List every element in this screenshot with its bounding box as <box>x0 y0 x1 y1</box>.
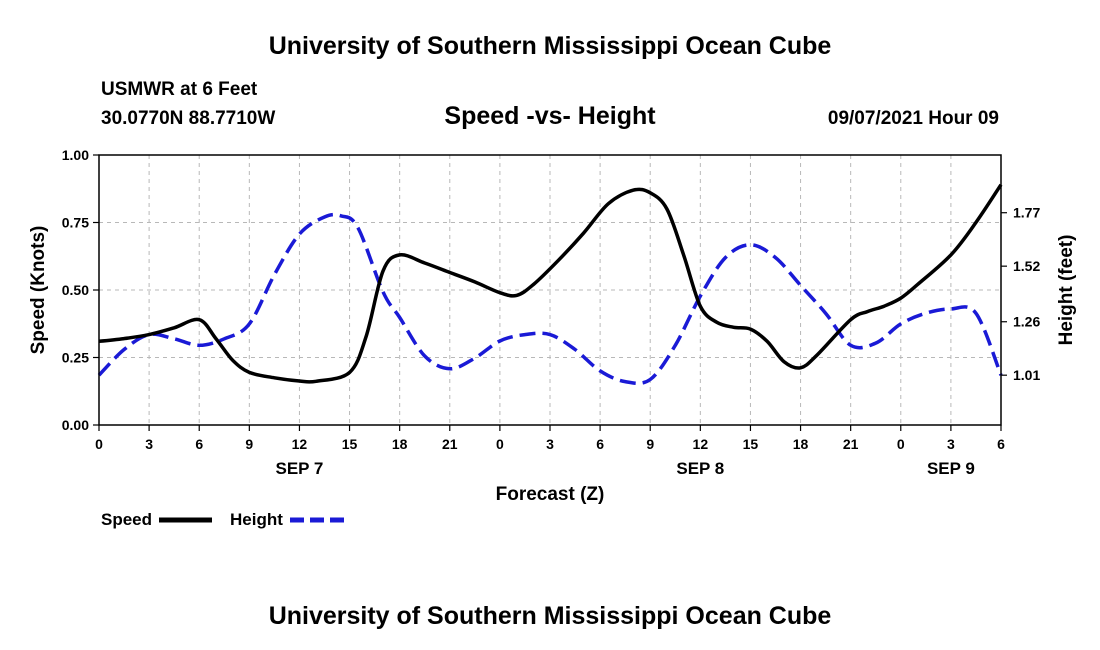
y-axis-right-label: Height (feet) <box>1056 235 1077 346</box>
day-label: SEP 9 <box>927 459 975 478</box>
x-tick-label: 3 <box>947 436 955 452</box>
x-tick-label: 0 <box>496 436 504 452</box>
x-tick-label: 12 <box>292 436 308 452</box>
x-tick-label: 3 <box>546 436 554 452</box>
x-tick-label: 12 <box>693 436 709 452</box>
x-tick-label: 18 <box>392 436 408 452</box>
station-label: USMWR at 6 Feet <box>101 79 258 100</box>
x-tick-label: 15 <box>743 436 759 452</box>
axes: 0 3 6 9 12 15 18 21 0 3 6 9 12 15 18 21 0 3 6 SEP 7 SEP 8 SEP… <box>62 147 1041 478</box>
footer-title: University of Southern Mississippi Ocean… <box>269 602 832 630</box>
y-left-tick-label: 0.50 <box>62 282 89 298</box>
y-right-tick-label: 1.26 <box>1013 314 1040 330</box>
y-left-tick-label: 0.25 <box>62 350 89 366</box>
y-left-tick-label: 1.00 <box>62 147 89 163</box>
x-tick-label: 0 <box>95 436 103 452</box>
day-label: SEP 7 <box>275 459 323 478</box>
y-left-tick-label: 0.00 <box>62 417 89 433</box>
series-height-line <box>97 212 1003 386</box>
x-axis-label: Forecast (Z) <box>496 484 605 505</box>
day-label: SEP 8 <box>676 459 724 478</box>
x-tick-label: 15 <box>342 436 358 452</box>
x-tick-label: 0 <box>897 436 905 452</box>
x-tick-label: 3 <box>145 436 153 452</box>
x-tick-label: 21 <box>442 436 458 452</box>
y-left-tick-label: 0.75 <box>62 215 89 231</box>
y-right-tick-label: 1.01 <box>1013 367 1040 383</box>
legend: Speed Height <box>101 510 344 529</box>
chart-subtitle: Speed -vs- Height <box>444 102 656 130</box>
chart-title: University of Southern Mississippi Ocean… <box>269 32 832 60</box>
series-layer <box>97 183 1003 386</box>
x-tick-label: 21 <box>843 436 859 452</box>
x-tick-label: 9 <box>646 436 654 452</box>
series-speed-line <box>98 183 1003 384</box>
timestamp-label: 09/07/2021 Hour 09 <box>828 108 999 129</box>
x-tick-label: 6 <box>997 436 1005 452</box>
legend-height-label: Height <box>230 510 283 529</box>
location-label: 30.0770N 88.7710W <box>101 108 275 129</box>
x-tick-label: 6 <box>195 436 203 452</box>
x-tick-label: 9 <box>245 436 253 452</box>
y-right-tick-label: 1.52 <box>1013 258 1040 274</box>
y-axis-left-label: Speed (Knots) <box>28 226 49 355</box>
grid <box>99 155 1001 425</box>
y-right-tick-label: 1.77 <box>1013 205 1040 221</box>
legend-speed-label: Speed <box>101 510 152 529</box>
x-tick-label: 6 <box>596 436 604 452</box>
x-tick-label: 18 <box>793 436 809 452</box>
